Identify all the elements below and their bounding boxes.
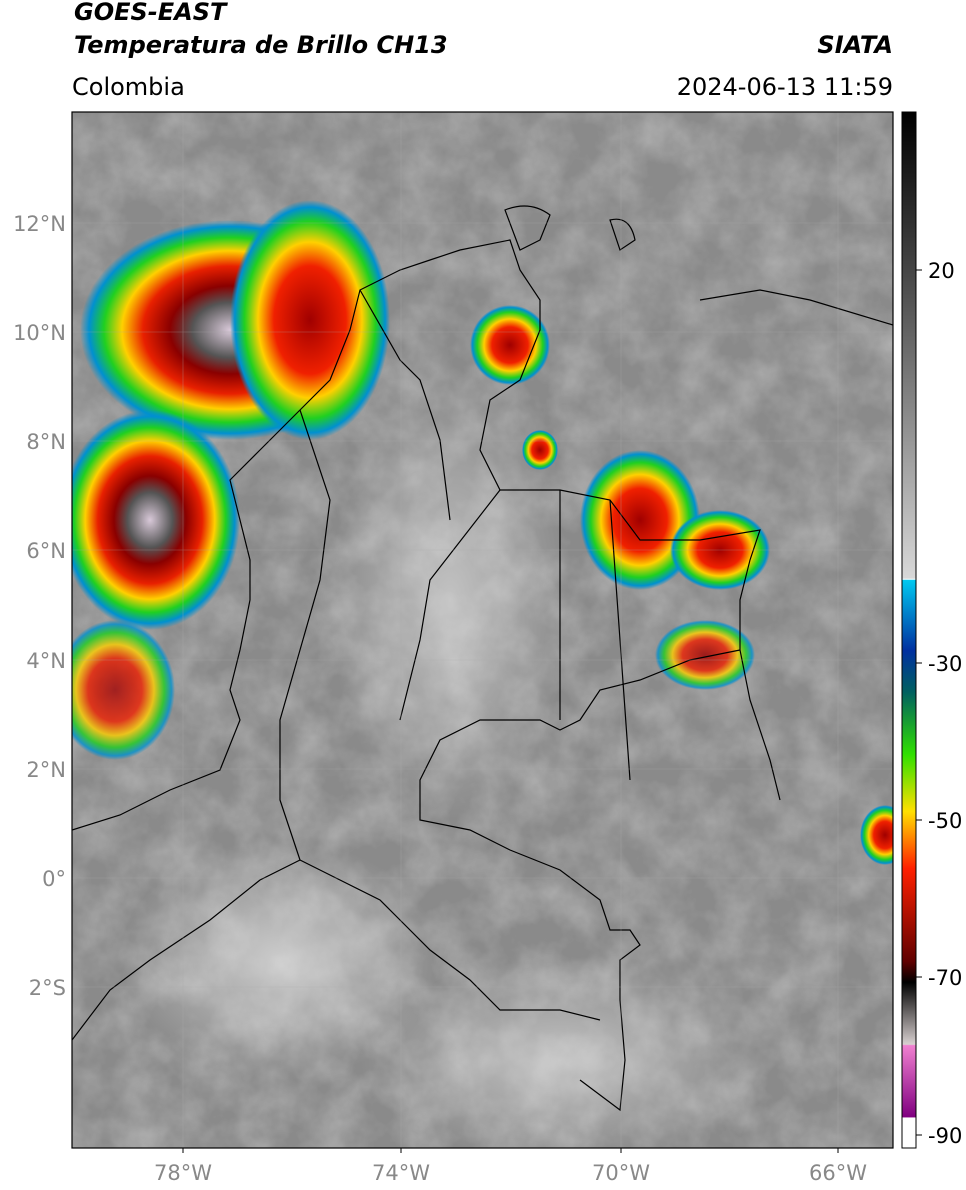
lat-label: 0° <box>42 867 66 891</box>
lat-label: 4°N <box>26 649 66 673</box>
lon-label: 66°W <box>809 1161 867 1185</box>
colorbar <box>901 111 917 1149</box>
colorbar-label: 20 <box>928 259 955 283</box>
colorbar-label: -50 <box>928 809 962 833</box>
lat-label: 12°N <box>13 212 66 236</box>
title: GOES-EAST <box>74 0 228 26</box>
timestamp: 2024-06-13 11:59 <box>677 73 893 101</box>
satellite-image <box>72 112 893 1148</box>
lon-label: 74°W <box>372 1161 430 1185</box>
region: Colombia <box>72 73 185 101</box>
colorbar-label: -30 <box>928 652 962 676</box>
lat-label: 2°S <box>29 976 66 1000</box>
title: Temperatura de Brillo CH13 <box>74 31 448 59</box>
lat-label: 10°N <box>13 321 66 345</box>
source: SIATA <box>817 31 893 59</box>
lon-label: 70°W <box>592 1161 650 1185</box>
lat-label: 8°N <box>26 430 66 454</box>
lat-label: 6°N <box>26 539 66 563</box>
colorbar-label: -90 <box>928 1124 962 1148</box>
map-frame <box>71 111 894 1149</box>
lon-label: 78°W <box>154 1161 212 1185</box>
lat-label: 2°N <box>26 758 66 782</box>
colorbar-label: -70 <box>928 966 962 990</box>
